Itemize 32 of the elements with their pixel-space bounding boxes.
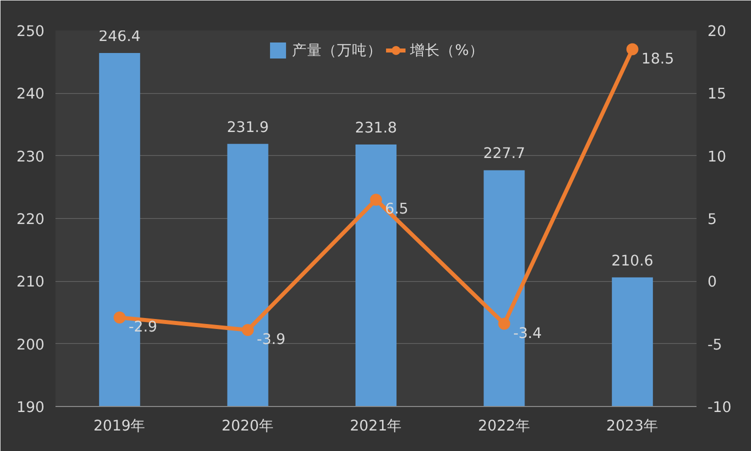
- point: [370, 194, 382, 206]
- y-tick-label: 230: [16, 148, 45, 166]
- data-label: 210.6: [611, 252, 654, 270]
- y2-tick-label: 5: [708, 211, 717, 228]
- point: [114, 312, 126, 324]
- y-tick-label: 200: [16, 336, 45, 354]
- point: [626, 43, 638, 56]
- data-label: 231.9: [226, 118, 269, 136]
- y2-tick-label: -10: [708, 399, 732, 416]
- x-tick-label: 2023年: [606, 418, 659, 434]
- x-tick-label: 2020年: [222, 418, 274, 434]
- y2-tick-label: 10: [708, 148, 726, 166]
- data-label: 227.7: [483, 145, 526, 162]
- data-label: 18.5: [641, 50, 674, 68]
- y2-tick-label: 15: [708, 86, 726, 103]
- y2-tick-label: 0: [708, 274, 717, 291]
- point: [242, 324, 254, 336]
- legend-label: 产量（万吨）: [292, 40, 382, 60]
- x-tick-label: 2022年: [478, 418, 530, 434]
- y-tick-label: 190: [16, 399, 45, 416]
- x-tick-label: 2019年: [93, 418, 146, 434]
- data-label: 246.4: [98, 28, 141, 46]
- y2-tick-label: -5: [708, 336, 722, 354]
- y-tick-label: 250: [16, 23, 45, 40]
- legend-label: 增长（%）: [410, 40, 484, 60]
- y-tick-label: 220: [16, 211, 45, 228]
- y-tick-label: 210: [16, 274, 45, 291]
- y-tick-label: 240: [16, 86, 45, 103]
- data-label: 231.8: [355, 120, 397, 137]
- y2-tick-label: 20: [708, 23, 726, 40]
- x-tick-label: 2021年: [350, 418, 402, 434]
- point: [498, 318, 510, 330]
